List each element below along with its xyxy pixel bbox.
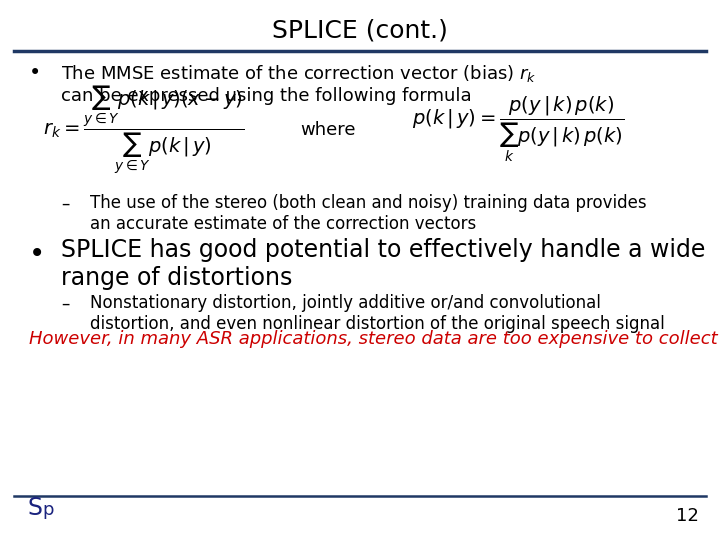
- Text: can be expressed using the following formula: can be expressed using the following for…: [61, 87, 472, 105]
- Text: $\mathsf{S}$: $\mathsf{S}$: [27, 496, 43, 519]
- Text: •: •: [29, 63, 41, 83]
- Text: $\mathsf{p}$: $\mathsf{p}$: [42, 503, 54, 521]
- Text: SPLICE (cont.): SPLICE (cont.): [272, 19, 448, 43]
- Text: –: –: [61, 294, 70, 312]
- Text: However, in many ASR applications, stereo data are too expensive to collect: However, in many ASR applications, stere…: [29, 330, 717, 348]
- Text: SPLICE has good potential to effectively handle a wide: SPLICE has good potential to effectively…: [61, 238, 706, 261]
- Text: range of distortions: range of distortions: [61, 266, 292, 289]
- Text: an accurate estimate of the correction vectors: an accurate estimate of the correction v…: [90, 215, 476, 233]
- Text: $r_k = \dfrac{\sum_{y\in Y} p(k\,|\,y)(x-y)}{\sum_{y\in Y} p(k\,|\,y)}$: $r_k = \dfrac{\sum_{y\in Y} p(k\,|\,y)(x…: [43, 83, 245, 176]
- Text: Nonstationary distortion, jointly additive or/and convolutional: Nonstationary distortion, jointly additi…: [90, 294, 601, 312]
- Text: The use of the stereo (both clean and noisy) training data provides: The use of the stereo (both clean and no…: [90, 194, 647, 212]
- Text: where: where: [300, 120, 356, 139]
- Text: $p(k\,|\,y) = \dfrac{p(y\,|\,k)\,p(k)}{\sum_k p(y\,|\,k)\,p(k)}$: $p(k\,|\,y) = \dfrac{p(y\,|\,k)\,p(k)}{\…: [412, 95, 625, 164]
- Text: •: •: [29, 240, 45, 268]
- Text: distortion, and even nonlinear distortion of the original speech signal: distortion, and even nonlinear distortio…: [90, 315, 665, 333]
- Text: 12: 12: [675, 507, 698, 525]
- Text: The MMSE estimate of the correction vector (bias) $r_k$: The MMSE estimate of the correction vect…: [61, 63, 536, 84]
- Text: –: –: [61, 194, 70, 212]
